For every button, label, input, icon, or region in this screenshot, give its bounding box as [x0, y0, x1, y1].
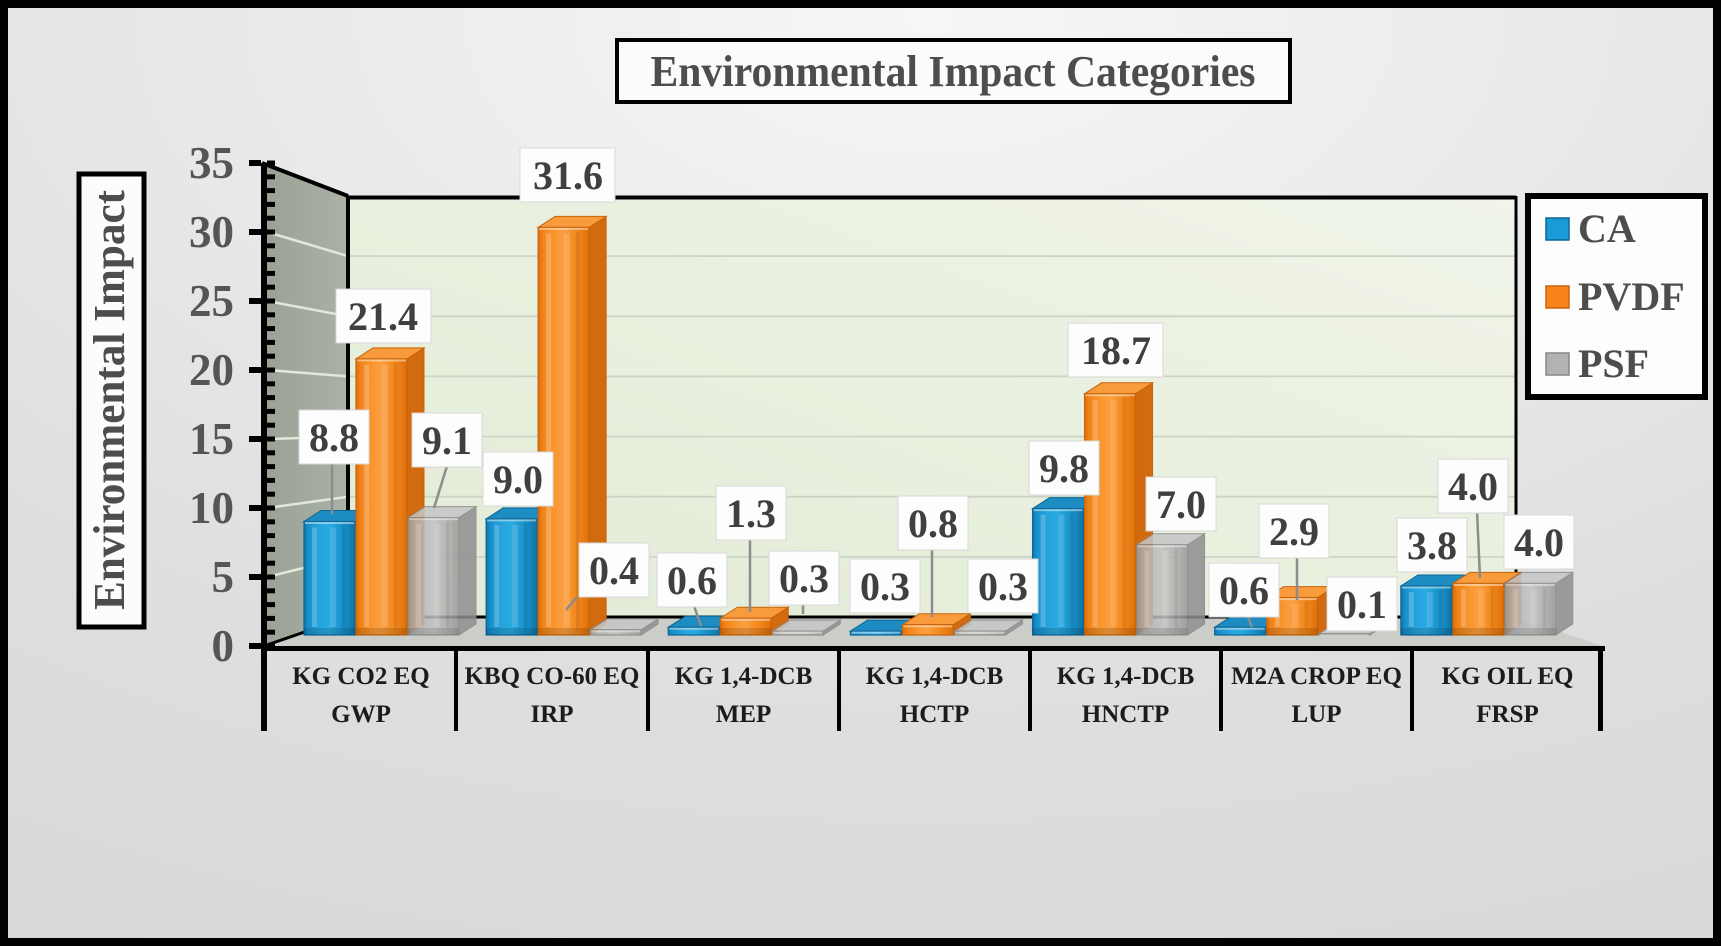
svg-text:FRSP: FRSP: [1476, 701, 1539, 728]
svg-text:4.0: 4.0: [1448, 464, 1498, 509]
svg-text:KG 1,4-DCB: KG 1,4-DCB: [1057, 663, 1195, 690]
svg-text:0.3: 0.3: [978, 564, 1028, 609]
svg-text:9.0: 9.0: [493, 457, 543, 502]
svg-text:Environmental Impact: Environmental Impact: [85, 190, 134, 610]
svg-text:5: 5: [212, 552, 235, 602]
svg-text:0: 0: [212, 621, 235, 671]
svg-text:MEP: MEP: [716, 701, 772, 728]
svg-text:HNCTP: HNCTP: [1082, 701, 1170, 728]
svg-text:10: 10: [189, 483, 234, 533]
svg-text:21.4: 21.4: [348, 294, 418, 339]
svg-text:18.7: 18.7: [1081, 328, 1151, 373]
svg-text:2.9: 2.9: [1269, 509, 1319, 554]
svg-text:30: 30: [189, 207, 234, 257]
svg-text:0.6: 0.6: [1219, 568, 1269, 613]
svg-text:25: 25: [189, 276, 234, 326]
svg-text:3.8: 3.8: [1407, 523, 1457, 568]
svg-text:9.8: 9.8: [1039, 446, 1089, 491]
svg-text:KG 1,4-DCB: KG 1,4-DCB: [675, 663, 813, 690]
svg-text:GWP: GWP: [331, 701, 391, 728]
svg-text:20: 20: [189, 345, 234, 395]
svg-text:0.3: 0.3: [779, 556, 829, 601]
svg-text:IRP: IRP: [530, 701, 573, 728]
svg-text:9.1: 9.1: [422, 418, 472, 463]
svg-text:1.3: 1.3: [726, 491, 776, 536]
svg-text:8.8: 8.8: [309, 415, 359, 460]
svg-text:PSF: PSF: [1578, 341, 1649, 386]
svg-text:KBQ CO-60 EQ: KBQ CO-60 EQ: [464, 663, 639, 690]
svg-text:KG CO2 EQ: KG CO2 EQ: [292, 663, 430, 690]
svg-text:4.0: 4.0: [1514, 520, 1564, 565]
svg-text:35: 35: [189, 138, 234, 188]
svg-text:0.1: 0.1: [1337, 582, 1387, 627]
svg-text:M2A CROP EQ: M2A CROP EQ: [1231, 663, 1402, 690]
svg-text:0.6: 0.6: [667, 558, 717, 603]
svg-text:31.6: 31.6: [533, 153, 603, 198]
svg-text:0.4: 0.4: [589, 548, 639, 593]
svg-text:KG 1,4-DCB: KG 1,4-DCB: [866, 663, 1004, 690]
svg-text:7.0: 7.0: [1156, 482, 1206, 527]
svg-text:PVDF: PVDF: [1578, 274, 1685, 319]
svg-text:0.3: 0.3: [860, 564, 910, 609]
svg-text:0.8: 0.8: [908, 501, 958, 546]
svg-text:15: 15: [189, 414, 234, 464]
svg-text:KG OIL EQ: KG OIL EQ: [1442, 663, 1574, 690]
svg-text:HCTP: HCTP: [900, 701, 969, 728]
svg-text:Environmental Impact Categorie: Environmental Impact Categories: [651, 47, 1256, 96]
svg-text:CA: CA: [1578, 206, 1636, 251]
svg-text:LUP: LUP: [1292, 701, 1342, 728]
